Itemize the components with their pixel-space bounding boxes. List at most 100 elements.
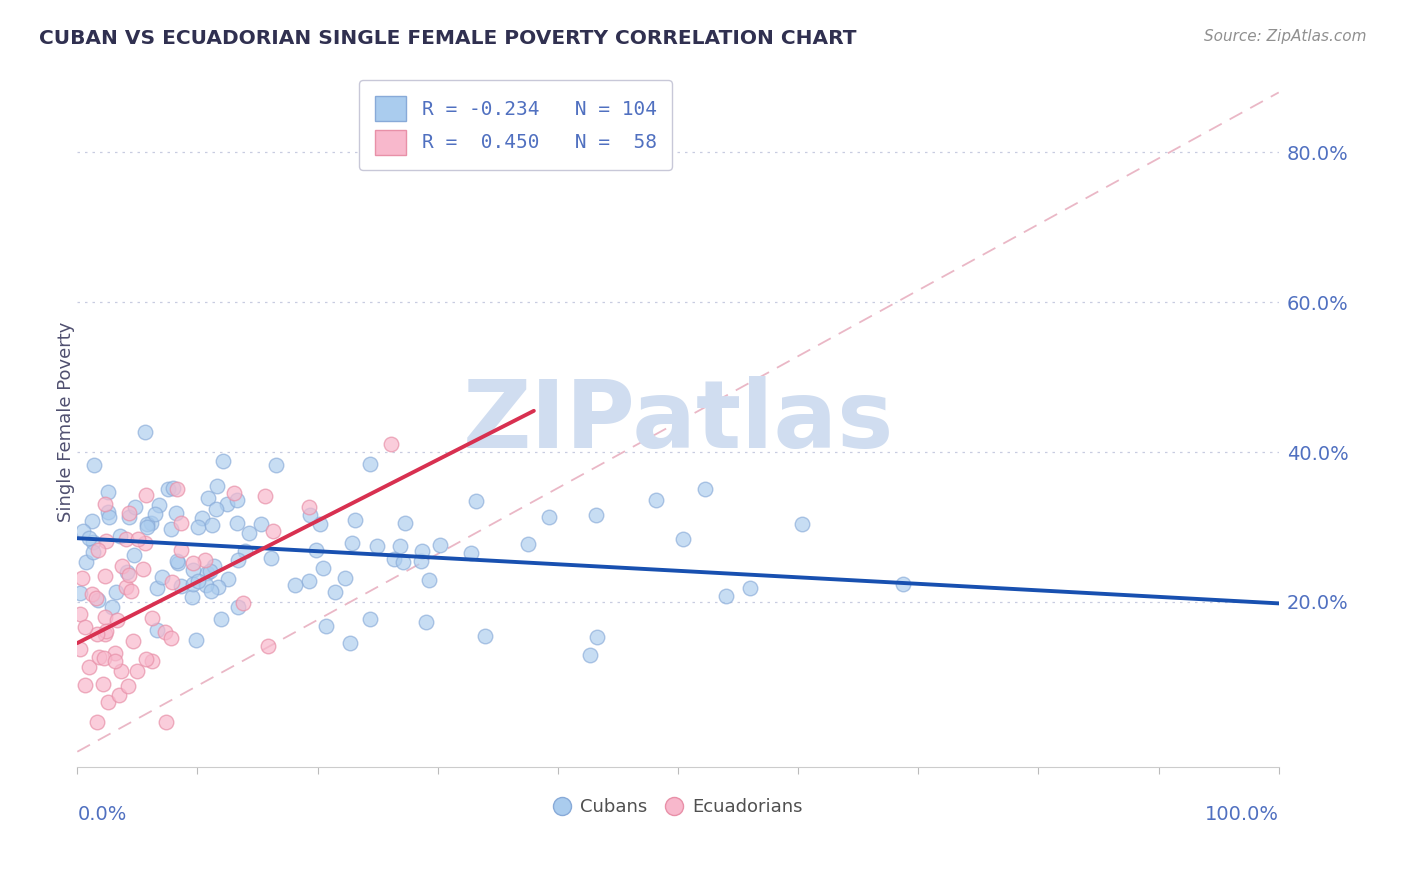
Point bbox=[226, 516, 249, 530]
Point bbox=[117, 679, 139, 693]
Point bbox=[344, 513, 367, 527]
Point bbox=[217, 497, 239, 511]
Point bbox=[645, 493, 668, 508]
Point bbox=[122, 549, 145, 563]
Point bbox=[120, 583, 142, 598]
Point bbox=[69, 607, 91, 621]
Point bbox=[110, 664, 132, 678]
Point bbox=[97, 695, 120, 709]
Point bbox=[194, 578, 217, 592]
Point bbox=[517, 537, 540, 551]
Point bbox=[91, 677, 114, 691]
Point bbox=[70, 571, 93, 585]
Point bbox=[80, 587, 103, 601]
Point bbox=[107, 688, 129, 702]
Point bbox=[262, 524, 284, 538]
Point bbox=[80, 514, 103, 528]
Point bbox=[340, 536, 363, 550]
Point bbox=[315, 619, 337, 633]
Text: 100.0%: 100.0% bbox=[1205, 805, 1278, 823]
Point bbox=[77, 531, 100, 545]
Point bbox=[132, 562, 155, 576]
Point bbox=[181, 563, 204, 577]
Point bbox=[166, 482, 188, 496]
Point bbox=[97, 485, 120, 500]
Point bbox=[100, 599, 122, 614]
Point bbox=[160, 632, 183, 646]
Point bbox=[146, 623, 169, 637]
Point bbox=[96, 533, 118, 548]
Point bbox=[157, 482, 180, 496]
Point bbox=[134, 425, 156, 439]
Point bbox=[538, 510, 561, 524]
Point bbox=[209, 612, 232, 626]
Point bbox=[82, 534, 104, 549]
Point bbox=[127, 665, 149, 679]
Point bbox=[298, 500, 321, 515]
Point bbox=[464, 494, 486, 508]
Point bbox=[155, 714, 177, 729]
Point bbox=[207, 580, 229, 594]
Point bbox=[411, 544, 433, 558]
Point bbox=[186, 519, 208, 533]
Point bbox=[233, 544, 256, 558]
Point bbox=[111, 558, 134, 573]
Point bbox=[87, 593, 110, 607]
Point bbox=[254, 489, 277, 503]
Point bbox=[110, 529, 132, 543]
Point bbox=[197, 491, 219, 506]
Point bbox=[205, 479, 228, 493]
Point bbox=[217, 572, 239, 586]
Point bbox=[232, 596, 254, 610]
Point bbox=[146, 581, 169, 595]
Point bbox=[790, 517, 813, 532]
Point bbox=[298, 574, 321, 588]
Point bbox=[184, 632, 207, 647]
Point bbox=[118, 567, 141, 582]
Point bbox=[586, 630, 609, 644]
Legend: Cubans, Ecuadorians: Cubans, Ecuadorians bbox=[546, 790, 810, 823]
Point bbox=[117, 507, 139, 521]
Point bbox=[86, 627, 108, 641]
Point bbox=[93, 651, 115, 665]
Text: Source: ZipAtlas.com: Source: ZipAtlas.com bbox=[1204, 29, 1367, 44]
Point bbox=[212, 454, 235, 468]
Point bbox=[201, 518, 224, 533]
Point bbox=[460, 546, 482, 560]
Point bbox=[136, 517, 159, 532]
Point bbox=[693, 482, 716, 496]
Point bbox=[250, 517, 273, 532]
Point bbox=[170, 516, 193, 531]
Point bbox=[366, 539, 388, 553]
Point bbox=[124, 500, 146, 515]
Point bbox=[359, 457, 381, 471]
Point bbox=[411, 554, 433, 568]
Point bbox=[155, 625, 177, 640]
Point bbox=[104, 646, 127, 660]
Point bbox=[122, 633, 145, 648]
Point bbox=[127, 532, 149, 546]
Point bbox=[115, 566, 138, 580]
Point bbox=[135, 488, 157, 502]
Point bbox=[86, 714, 108, 729]
Point bbox=[204, 501, 226, 516]
Point bbox=[104, 654, 127, 668]
Point bbox=[202, 559, 225, 574]
Point bbox=[382, 552, 405, 566]
Point bbox=[84, 591, 107, 605]
Point bbox=[238, 525, 260, 540]
Point bbox=[96, 624, 118, 638]
Point bbox=[165, 506, 187, 520]
Point bbox=[305, 543, 328, 558]
Point bbox=[714, 589, 737, 603]
Point bbox=[333, 571, 356, 585]
Point bbox=[94, 626, 117, 640]
Point bbox=[98, 509, 121, 524]
Point bbox=[380, 437, 402, 451]
Point bbox=[93, 610, 115, 624]
Point bbox=[257, 640, 280, 654]
Point bbox=[136, 520, 159, 534]
Point bbox=[148, 498, 170, 512]
Point bbox=[474, 629, 496, 643]
Point bbox=[75, 678, 97, 692]
